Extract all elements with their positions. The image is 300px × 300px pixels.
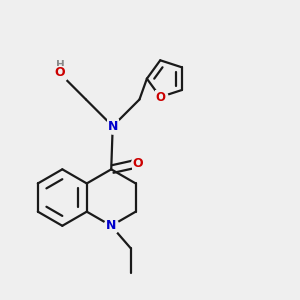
Text: N: N <box>107 120 118 133</box>
Text: O: O <box>133 157 143 170</box>
Text: O: O <box>155 91 165 103</box>
Text: H: H <box>56 60 65 70</box>
Text: O: O <box>54 66 64 79</box>
Text: N: N <box>106 219 116 232</box>
